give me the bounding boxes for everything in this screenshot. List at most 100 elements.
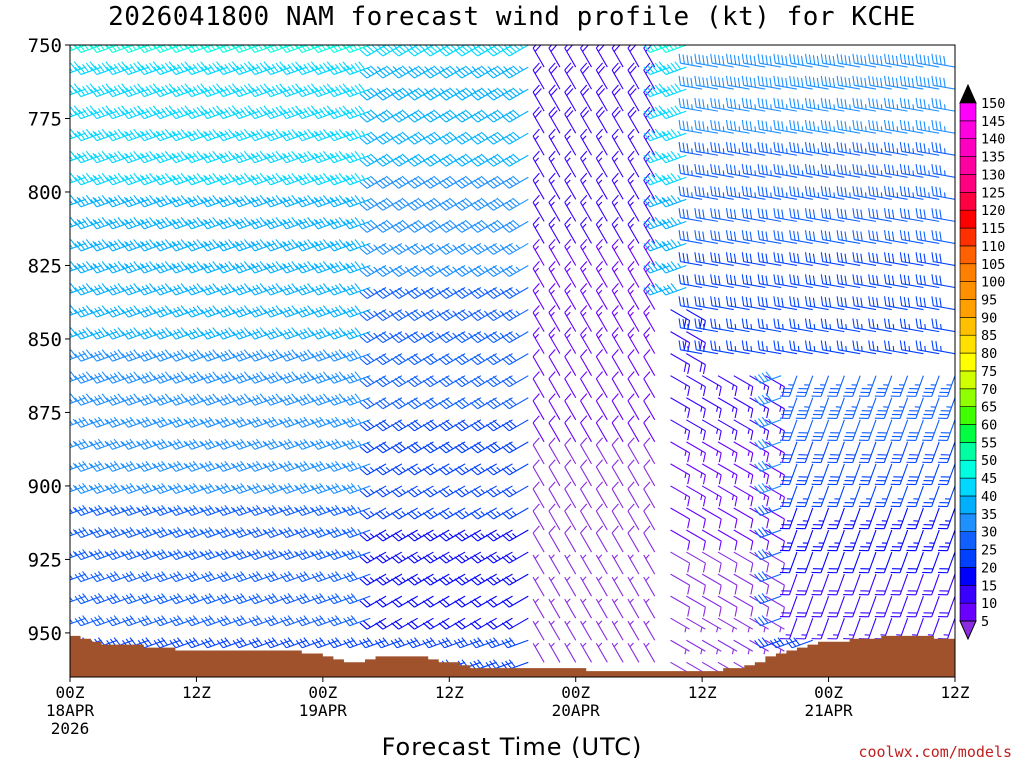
wind-barb <box>137 504 166 517</box>
colorbar-label: 120 <box>981 203 1005 219</box>
wind-barb <box>70 287 71 289</box>
wind-barb <box>248 83 276 98</box>
wind-barb <box>595 503 608 531</box>
wind-barb <box>169 61 197 76</box>
wind-barb <box>564 128 577 156</box>
wind-barb <box>580 642 592 663</box>
wind-barb <box>137 571 166 583</box>
wind-barb <box>185 438 213 450</box>
wind-barb <box>580 415 592 443</box>
wind-barb <box>501 287 529 299</box>
wind-barb <box>153 527 181 539</box>
wind-barb <box>201 327 229 340</box>
wind-barb <box>264 460 292 472</box>
wind-barb <box>643 150 671 164</box>
wind-barb <box>548 106 561 134</box>
wind-barb <box>201 571 229 583</box>
wind-barb <box>169 637 197 649</box>
wind-barb <box>264 83 292 98</box>
wind-barb <box>501 309 529 322</box>
wind-barb <box>670 639 690 655</box>
wind-barb <box>185 239 213 252</box>
wind-barb <box>74 349 102 362</box>
wind-barb <box>280 615 308 627</box>
wind-barb <box>470 65 497 79</box>
wind-barb <box>185 637 213 649</box>
wind-barb <box>295 305 324 318</box>
wind-barb <box>627 194 640 222</box>
wind-barb <box>359 287 387 299</box>
wind-barb <box>232 593 260 605</box>
wind-barb <box>627 150 640 178</box>
wind-barb <box>201 83 229 98</box>
wind-barb <box>627 459 640 487</box>
wind-barb <box>280 83 308 98</box>
wind-barb <box>311 45 339 54</box>
wind-barb <box>74 527 102 539</box>
wind-barb <box>264 128 292 142</box>
wind-barb <box>70 150 86 162</box>
wind-barb <box>106 83 134 98</box>
wind-barb <box>280 150 308 164</box>
wind-barb <box>548 371 561 399</box>
wind-barb <box>70 484 86 493</box>
y-tick-label: 775 <box>28 108 62 130</box>
wind-barb <box>248 61 276 76</box>
wind-barb <box>627 216 640 244</box>
colorbar-label: 125 <box>981 185 1005 201</box>
wind-barb <box>311 393 339 406</box>
wind-barb <box>920 45 924 46</box>
wind-barb <box>122 61 150 76</box>
wind-barb <box>248 105 276 120</box>
y-tick-label: 875 <box>28 402 62 424</box>
wind-barb <box>501 353 529 366</box>
colorbar-swatch <box>959 102 977 122</box>
wind-barb <box>70 243 71 245</box>
wind-barb <box>232 83 260 98</box>
wind-barb <box>70 155 71 156</box>
wind-barb <box>137 482 166 494</box>
wind-barb <box>70 440 86 449</box>
wind-barb <box>501 637 529 649</box>
wind-barb <box>106 527 134 539</box>
wind-barb <box>74 283 102 296</box>
wind-barb <box>74 261 102 274</box>
wind-barb <box>627 349 640 376</box>
wind-barb <box>185 527 213 539</box>
wind-barb <box>327 482 355 494</box>
wind-barb <box>564 437 577 465</box>
wind-barb <box>643 283 671 296</box>
colorbar-label: 20 <box>981 560 997 576</box>
wind-barb <box>595 283 608 310</box>
wind-barb <box>185 128 213 142</box>
wind-barb <box>185 416 213 428</box>
wind-barb <box>454 353 482 366</box>
wind-barb <box>70 172 86 184</box>
wind-barb <box>169 416 197 428</box>
credit-link[interactable]: coolwx.com/models <box>858 743 1012 761</box>
wind-barb <box>169 349 197 362</box>
wind-barb <box>137 416 166 428</box>
wind-barb <box>201 549 229 561</box>
wind-barb <box>74 172 102 186</box>
wind-barb <box>216 105 245 120</box>
wind-barb <box>264 416 292 428</box>
y-tick-label: 800 <box>28 182 62 204</box>
wind-barb <box>327 549 355 561</box>
wind-barb <box>611 415 624 443</box>
wind-barb <box>327 305 355 318</box>
wind-barb <box>106 504 134 517</box>
wind-barb <box>595 62 608 90</box>
wind-barb <box>137 194 166 208</box>
wind-barb <box>137 150 166 164</box>
wind-barb <box>264 61 292 76</box>
wind-barb <box>264 172 292 186</box>
wind-barb <box>670 463 691 485</box>
wind-barb <box>106 615 134 627</box>
wind-barb <box>248 172 276 186</box>
wind-barb <box>532 642 545 663</box>
wind-barb <box>580 554 592 575</box>
wind-barb <box>216 460 245 472</box>
wind-barb <box>295 283 324 296</box>
wind-barb <box>74 83 102 98</box>
